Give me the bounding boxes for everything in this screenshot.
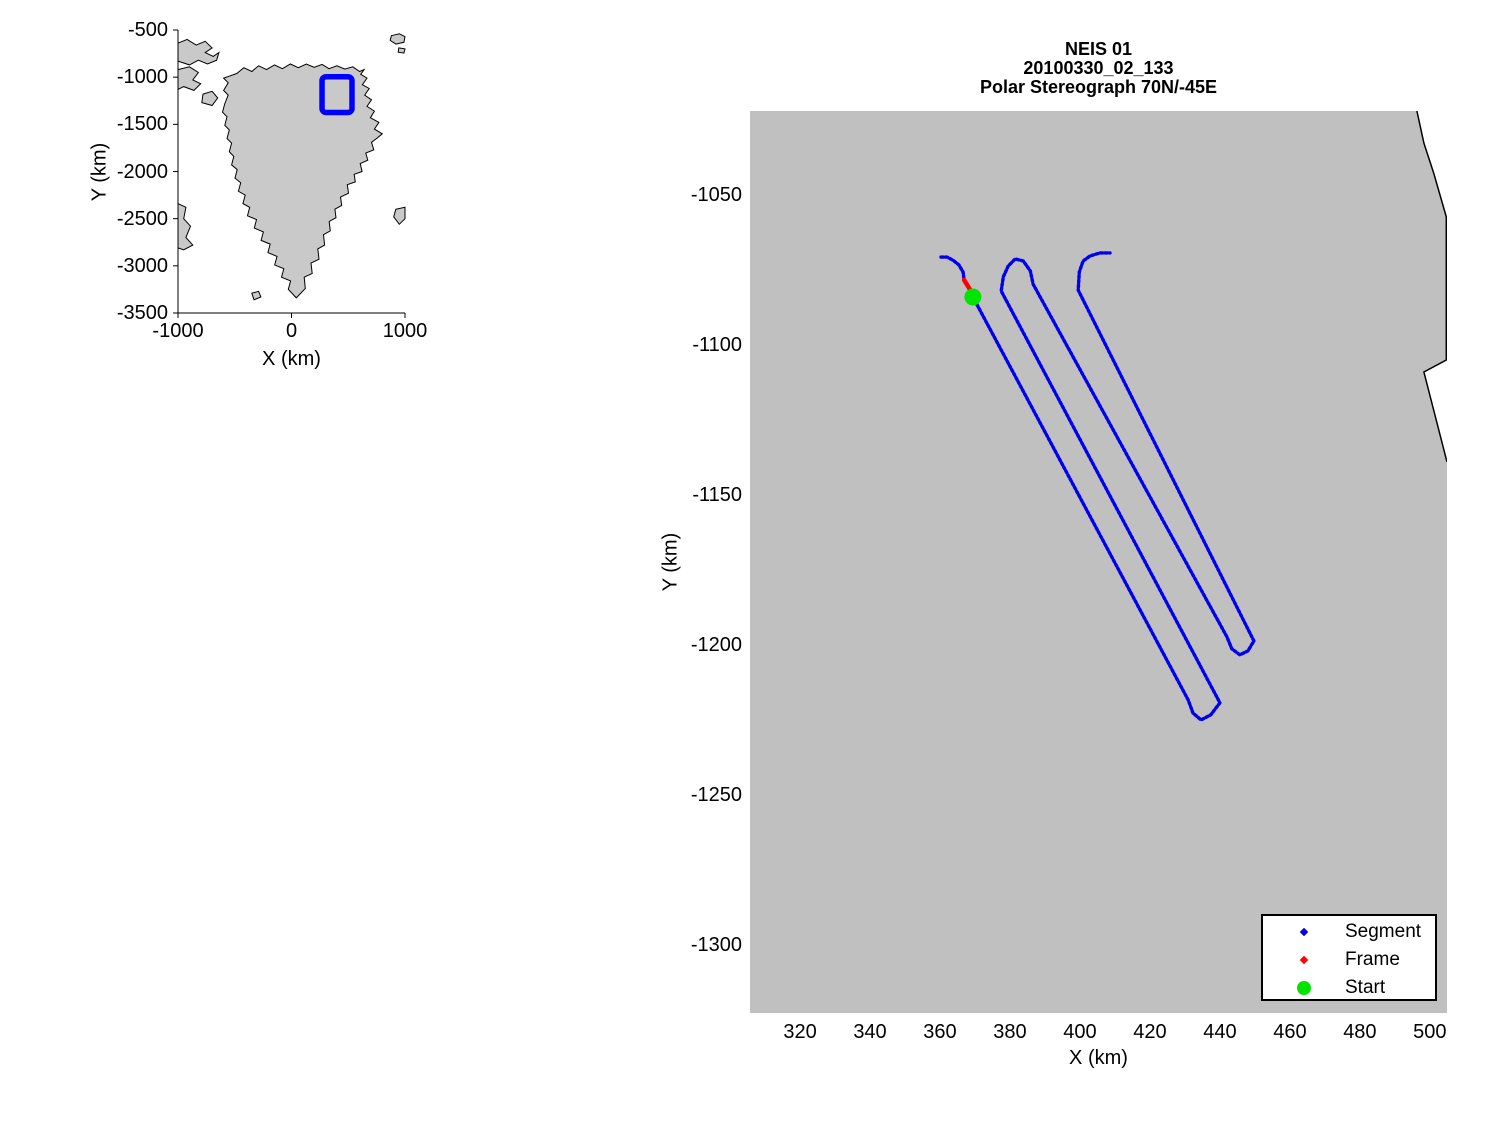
ytick-label: -1150 (692, 483, 742, 506)
xtick-label: 340 (853, 1021, 887, 1043)
island-3 (177, 202, 194, 251)
legend-item-segment: Segment (1263, 918, 1435, 946)
xtick-label: 380 (993, 1021, 1027, 1043)
island-6 (393, 206, 406, 226)
ytick-label: -1100 (692, 333, 742, 356)
xtick-label: 400 (1063, 1021, 1097, 1043)
island-0 (177, 38, 220, 66)
main-x-axis-label: X (km) (1069, 1047, 1128, 1069)
ytick-label: -1250 (690, 783, 742, 806)
ytick-label: -1500 (116, 113, 168, 136)
xtick-label: 360 (923, 1021, 957, 1043)
greenland-overview-map: -500 -1000 -1500 -2000 -2500 -3000 -3500 -1000… (89, 20, 428, 370)
island-2 (201, 90, 219, 107)
inset-x-axis-label: X (km) (262, 348, 321, 370)
xtick-label: 420 (1133, 1021, 1167, 1043)
xtick-label: -1000 (152, 320, 204, 342)
ytick-label: -1000 (116, 66, 168, 89)
ytick-label: -1300 (690, 933, 742, 956)
start-point (964, 288, 982, 306)
ocean-polygon-0 (1416, 111, 1447, 217)
frame-marker-cell (1263, 955, 1345, 965)
ytick-label: -2000 (116, 160, 168, 183)
ytick-label: -500 (127, 19, 168, 41)
legend-label-segment: Segment (1345, 921, 1422, 942)
ytick-label: -1050 (690, 183, 742, 206)
flight-track-map: Segment Frame Start (750, 111, 1447, 1013)
ytick-label: -2500 (116, 207, 168, 230)
flight-track-canvas (750, 111, 1447, 1013)
frame-marker-icon (1299, 955, 1309, 965)
legend-item-frame: Frame (1263, 946, 1435, 974)
ytick-label: -3000 (116, 254, 168, 277)
island-5 (397, 47, 406, 54)
ytick-label: -1200 (690, 633, 742, 656)
plot-title: NEIS 01 20100330_02_133 Polar Stereograp… (750, 40, 1447, 97)
greenland-map-canvas (173, 29, 406, 318)
island-1 (177, 66, 202, 91)
survey-region-box (319, 73, 355, 116)
title-line-1: NEIS 01 (1064, 39, 1133, 59)
xtick-label: 1000 (382, 320, 428, 342)
land-background (750, 111, 1447, 1013)
legend-box: Segment Frame Start (1261, 914, 1437, 1001)
start-marker-cell (1263, 981, 1345, 995)
inset-y-axis-label: Y (km) (89, 143, 112, 202)
inset-y-axis-label-text: Y (km) (88, 142, 111, 202)
main-y-axis-label-text: Y (km) (659, 532, 682, 592)
title-line-2: 20100330_02_133 (1023, 58, 1174, 78)
start-marker-icon (1297, 981, 1311, 995)
legend-label-frame: Frame (1345, 949, 1400, 970)
xtick-label: 460 (1273, 1021, 1307, 1043)
ytick-label: -3500 (116, 302, 168, 324)
xtick-label: 480 (1343, 1021, 1377, 1043)
xtick-label: 500 (1413, 1021, 1447, 1043)
segment-marker-icon (1299, 927, 1309, 937)
xtick-label: 320 (783, 1021, 817, 1043)
legend-label-start: Start (1345, 977, 1386, 998)
xtick-label: 440 (1203, 1021, 1237, 1043)
segment-marker-cell (1263, 927, 1345, 937)
island-7 (251, 290, 262, 301)
title-line-3: Polar Stereograph 70N/-45E (979, 77, 1218, 97)
xtick-label: 0 (285, 320, 298, 342)
main-y-axis-label: Y (km) (660, 533, 683, 592)
island-4 (389, 33, 406, 45)
greenland-landmass (221, 63, 384, 299)
legend-item-start: Start (1263, 974, 1435, 1002)
coastline (1416, 111, 1447, 463)
